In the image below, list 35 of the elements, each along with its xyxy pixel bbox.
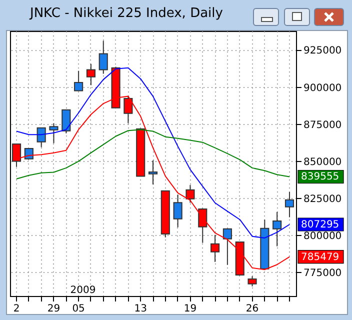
data-label: 807295 bbox=[301, 220, 340, 230]
candlestick bbox=[62, 109, 71, 134]
candlestick bbox=[210, 234, 220, 262]
chart-title: JNKC - Nikkei 225 Index, Daily bbox=[30, 6, 223, 21]
y-tick-label: 800000 bbox=[304, 230, 342, 242]
line-series bbox=[16, 129, 290, 180]
candlestick bbox=[186, 184, 195, 204]
data-label: 839555 bbox=[301, 172, 340, 183]
annotation: 2009 bbox=[70, 285, 96, 296]
line-series bbox=[16, 67, 290, 238]
candlestick bbox=[272, 211, 282, 247]
y-tick-label: 775000 bbox=[304, 268, 342, 279]
y-tick-label: 875000 bbox=[304, 120, 342, 131]
candlestick bbox=[148, 160, 158, 186]
x-tick-label: 26 bbox=[246, 304, 259, 314]
candlestick bbox=[284, 191, 294, 218]
x-tick-label: 13 bbox=[134, 304, 147, 314]
x-tick-label: 19 bbox=[184, 304, 197, 314]
y-tick-label: 825000 bbox=[304, 194, 342, 205]
candlestick bbox=[222, 228, 232, 266]
y-tick-label: 850000 bbox=[304, 156, 342, 168]
candlestick bbox=[74, 70, 84, 92]
y-tick-label: 900000 bbox=[304, 82, 342, 94]
x-tick-label: 05 bbox=[72, 304, 85, 314]
candlestick bbox=[173, 194, 182, 228]
data-label: 785479 bbox=[301, 252, 340, 263]
candlestick bbox=[36, 127, 46, 148]
candlestick bbox=[248, 276, 257, 287]
candlestick bbox=[198, 208, 208, 244]
candlestick bbox=[98, 40, 108, 74]
candlestick bbox=[86, 63, 96, 86]
x-tick-label: 2 bbox=[13, 304, 20, 314]
y-tick-label: 925000 bbox=[304, 46, 342, 57]
candlestick bbox=[49, 122, 58, 144]
x-tick-label: 29 bbox=[47, 304, 60, 314]
